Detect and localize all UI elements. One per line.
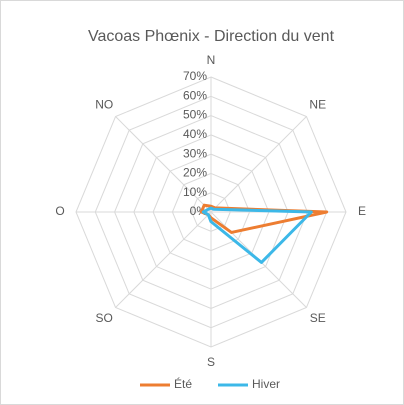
category-label: O: [55, 204, 64, 218]
category-label: NO: [95, 97, 113, 111]
category-label: E: [358, 204, 366, 218]
y-tick-label: 10%: [183, 185, 207, 199]
y-tick-label: 70%: [183, 69, 207, 83]
y-tick-label: 30%: [183, 146, 207, 160]
spoke: [115, 116, 212, 213]
category-label: N: [207, 53, 216, 67]
spoke: [115, 211, 212, 308]
series-line: [201, 206, 313, 264]
category-label: SO: [96, 311, 113, 325]
y-tick-label: 40%: [183, 127, 207, 141]
chart-title: Vacoas Phœnix - Direction du vent: [88, 28, 335, 45]
spoke: [210, 116, 307, 213]
legend-label: Hiver: [252, 377, 280, 391]
y-tick-label: 20%: [183, 166, 207, 180]
y-tick-label: 60%: [183, 88, 207, 102]
legend-label: Été: [174, 376, 192, 391]
category-label: SE: [310, 311, 326, 325]
category-label: S: [207, 355, 215, 369]
category-label: NE: [309, 97, 326, 111]
y-tick-label: 50%: [183, 108, 207, 122]
